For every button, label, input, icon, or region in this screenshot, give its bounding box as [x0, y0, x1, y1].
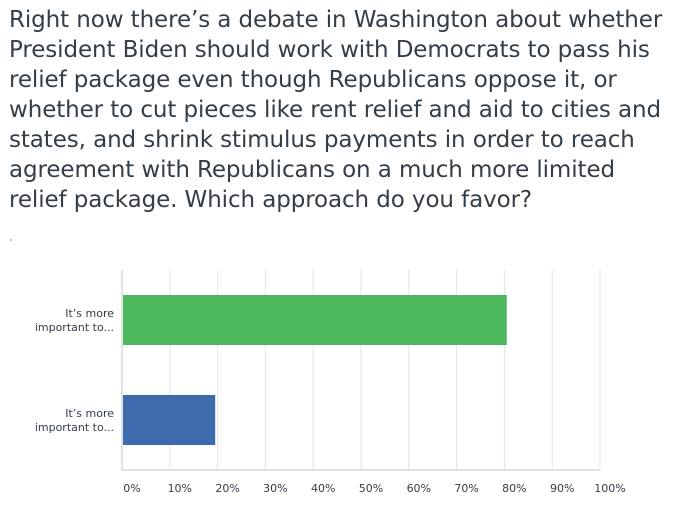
category-label: important to...: [35, 421, 114, 434]
category-label: It’s more: [65, 407, 114, 420]
category-label: It’s more: [65, 307, 114, 320]
x-tick-label: 50%: [359, 482, 383, 495]
divider-dot: [10, 239, 12, 241]
question-title: Right now there’s a debate in Washington…: [9, 7, 663, 213]
x-tick-label: 10%: [168, 482, 192, 495]
category-label: important to...: [35, 321, 114, 334]
axes: [121, 270, 600, 471]
bar: [123, 295, 507, 345]
x-tick-label: 100%: [594, 482, 625, 495]
x-tick-labels: 0% 10% 20% 30% 40% 50% 60% 70% 80% 90% 100%: [123, 482, 625, 495]
x-tick-label: 20%: [215, 482, 239, 495]
x-tick-label: 90%: [550, 482, 574, 495]
x-tick-label: 0%: [123, 482, 140, 495]
x-tick-label: 40%: [311, 482, 335, 495]
x-tick-label: 60%: [407, 482, 431, 495]
bars: [123, 295, 507, 445]
x-tick-label: 70%: [454, 482, 478, 495]
x-tick-label: 80%: [502, 482, 526, 495]
bar: [123, 395, 216, 445]
x-tick-label: 30%: [263, 482, 287, 495]
